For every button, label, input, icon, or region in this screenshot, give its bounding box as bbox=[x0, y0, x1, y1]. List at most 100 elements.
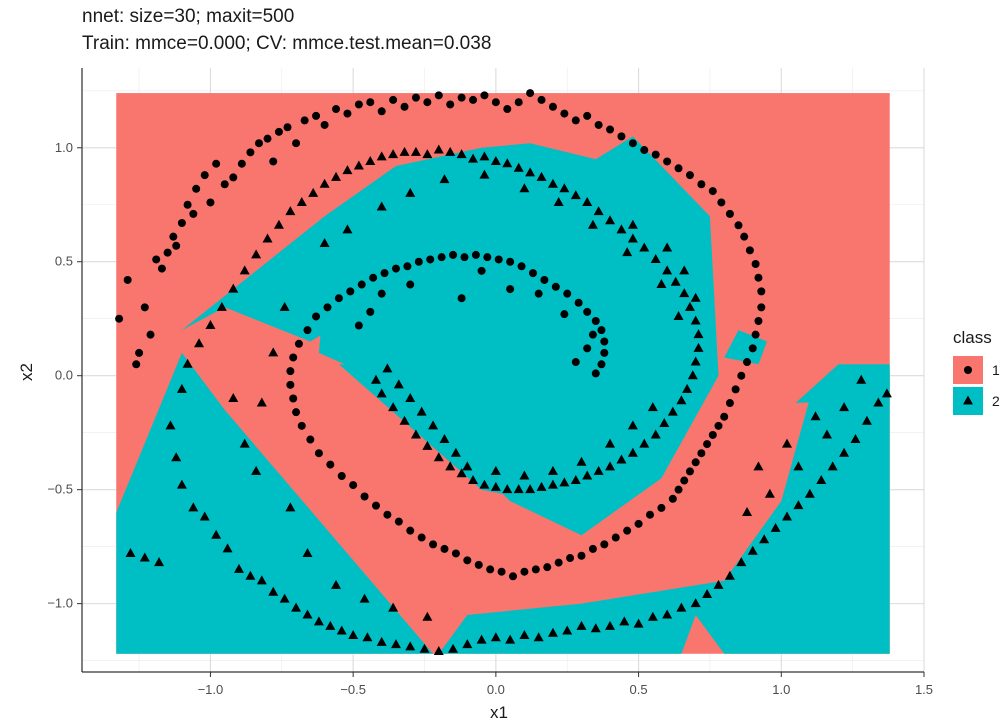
y-tick-label: 1.0 bbox=[55, 140, 73, 155]
point-class-1 bbox=[566, 554, 575, 563]
point-class-1 bbox=[528, 269, 537, 278]
point-class-1 bbox=[292, 408, 301, 417]
point-class-2 bbox=[419, 643, 430, 653]
point-class-1 bbox=[534, 289, 543, 298]
point-class-1 bbox=[600, 540, 609, 549]
point-class-1 bbox=[172, 241, 181, 250]
point-class-1 bbox=[640, 146, 649, 155]
point-class-1 bbox=[434, 91, 443, 100]
point-class-2 bbox=[804, 488, 815, 498]
point-class-2 bbox=[233, 563, 244, 573]
point-class-2 bbox=[547, 465, 558, 475]
point-class-1 bbox=[617, 132, 626, 141]
point-class-1 bbox=[697, 449, 706, 458]
point-class-2 bbox=[376, 201, 387, 211]
point-class-2 bbox=[336, 625, 347, 635]
point-class-2 bbox=[382, 363, 393, 373]
point-class-1 bbox=[380, 269, 389, 278]
point-class-1 bbox=[300, 116, 309, 125]
point-class-2 bbox=[125, 547, 136, 557]
point-class-1 bbox=[674, 164, 683, 173]
point-class-2 bbox=[239, 265, 250, 275]
point-class-2 bbox=[376, 636, 387, 646]
point-class-1 bbox=[757, 303, 766, 312]
point-class-2 bbox=[525, 484, 536, 494]
point-class-1 bbox=[446, 100, 455, 109]
point-class-2 bbox=[827, 461, 838, 471]
point-class-2 bbox=[679, 265, 690, 275]
point-class-1 bbox=[494, 255, 503, 264]
point-class-2 bbox=[622, 247, 633, 257]
point-class-2 bbox=[165, 420, 176, 430]
point-class-1 bbox=[548, 102, 557, 111]
point-class-2 bbox=[476, 634, 487, 644]
point-class-1 bbox=[685, 467, 694, 476]
point-class-1 bbox=[354, 100, 363, 109]
point-class-2 bbox=[416, 406, 427, 416]
point-class-2 bbox=[713, 579, 724, 589]
point-class-2 bbox=[176, 479, 187, 489]
point-class-2 bbox=[690, 598, 701, 608]
point-class-1 bbox=[597, 326, 606, 335]
legend-key-1-marker bbox=[964, 366, 972, 374]
point-class-2 bbox=[268, 347, 279, 357]
x-tick-label: 0.0 bbox=[487, 682, 505, 697]
point-class-1 bbox=[286, 367, 295, 376]
point-class-1 bbox=[651, 150, 660, 159]
point-class-1 bbox=[132, 360, 141, 369]
point-class-2 bbox=[647, 611, 658, 621]
point-class-1 bbox=[332, 105, 341, 114]
point-class-2 bbox=[702, 589, 713, 599]
point-class-2 bbox=[308, 187, 319, 197]
x-tick-label: 0.5 bbox=[630, 682, 648, 697]
point-class-2 bbox=[291, 602, 302, 612]
point-class-2 bbox=[590, 623, 601, 633]
point-class-2 bbox=[342, 224, 353, 234]
point-class-1 bbox=[366, 307, 375, 316]
point-class-2 bbox=[245, 570, 256, 580]
point-class-1 bbox=[297, 421, 306, 430]
point-class-2 bbox=[873, 397, 884, 407]
point-class-2 bbox=[513, 162, 524, 172]
point-class-1 bbox=[212, 159, 221, 168]
point-class-2 bbox=[670, 276, 681, 286]
point-class-1 bbox=[183, 200, 192, 209]
point-class-2 bbox=[693, 329, 704, 339]
legend-keys bbox=[953, 356, 983, 415]
point-class-1 bbox=[229, 173, 238, 182]
point-class-2 bbox=[676, 395, 687, 405]
point-class-2 bbox=[764, 488, 775, 498]
point-class-1 bbox=[697, 180, 706, 189]
point-class-2 bbox=[296, 196, 307, 206]
point-class-2 bbox=[650, 253, 661, 263]
point-class-1 bbox=[754, 316, 763, 325]
decision-regions bbox=[116, 93, 890, 654]
point-class-2 bbox=[490, 632, 501, 642]
point-class-2 bbox=[319, 178, 330, 188]
point-class-2 bbox=[525, 167, 536, 177]
point-class-2 bbox=[422, 611, 433, 621]
point-class-1 bbox=[451, 549, 460, 558]
point-class-2 bbox=[228, 392, 239, 402]
point-class-1 bbox=[594, 120, 603, 129]
point-class-1 bbox=[737, 371, 746, 380]
point-class-1 bbox=[357, 280, 366, 289]
point-class-2 bbox=[439, 174, 450, 184]
point-class-2 bbox=[285, 206, 296, 216]
point-class-2 bbox=[587, 219, 598, 229]
point-class-1 bbox=[314, 449, 323, 458]
point-class-2 bbox=[433, 144, 444, 154]
point-class-1 bbox=[274, 127, 283, 136]
y-tick-label: 0.5 bbox=[55, 254, 73, 269]
point-class-1 bbox=[634, 519, 643, 528]
point-class-1 bbox=[337, 471, 346, 480]
point-class-1 bbox=[394, 517, 403, 526]
point-class-2 bbox=[468, 475, 479, 485]
point-class-1 bbox=[411, 93, 420, 102]
point-class-2 bbox=[582, 470, 593, 480]
point-class-2 bbox=[479, 151, 490, 161]
point-class-2 bbox=[462, 639, 473, 649]
point-class-2 bbox=[405, 187, 416, 197]
point-class-1 bbox=[423, 98, 432, 107]
